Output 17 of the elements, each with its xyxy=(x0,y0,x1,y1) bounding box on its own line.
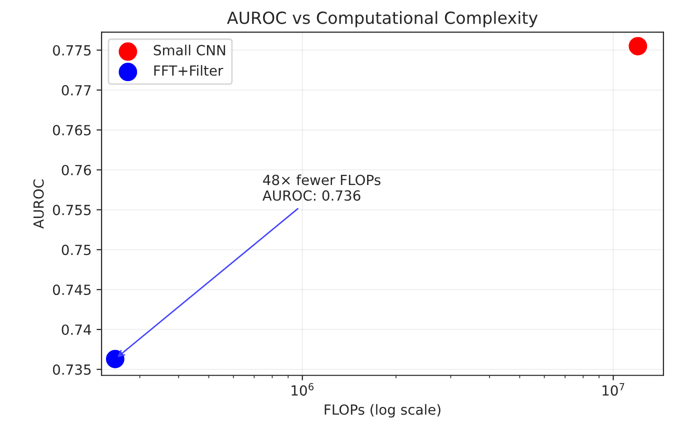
y-tick-label: 0.775 xyxy=(52,45,91,56)
x-tick-label: 10$^{7}$ xyxy=(602,383,624,396)
y-tick-label: 0.755 xyxy=(52,204,91,216)
y-tick-label: 0.74 xyxy=(62,324,92,335)
annotation: 48× fewer FLOPs AUROC: 0.736 xyxy=(262,174,380,201)
y-tick-label: 0.745 xyxy=(52,284,91,296)
y-tick-label: 0.76 xyxy=(62,164,91,176)
y-axis-title: AUROC xyxy=(33,180,44,229)
legend-label: Small CNN xyxy=(154,44,226,56)
legend-label: FFT+Filter xyxy=(154,65,224,76)
y-tick-label: 0.77 xyxy=(62,85,91,96)
y-tick-label: 0.765 xyxy=(52,124,91,136)
x-axis-title: FLOPs (log scale) xyxy=(324,404,440,418)
y-tick-label: 0.735 xyxy=(52,364,91,375)
y-tick-label: 0.75 xyxy=(62,244,91,256)
chart-title: AUROC vs Computational Complexity xyxy=(227,11,538,28)
x-tick-label: 10$^{6}$ xyxy=(292,383,314,396)
